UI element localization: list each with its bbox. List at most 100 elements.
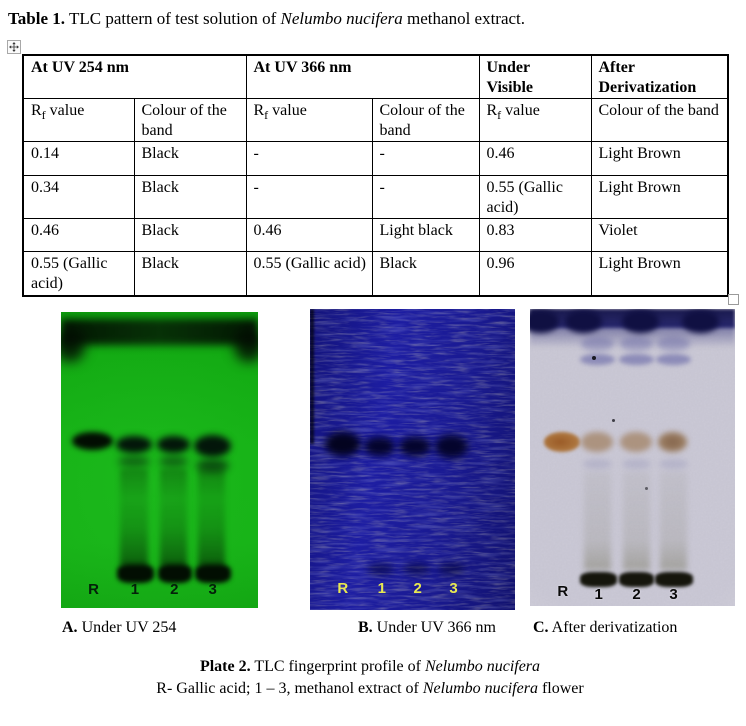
table-cell: Black — [371, 251, 480, 296]
table-cell: Black — [133, 141, 247, 176]
plate-c-image: R 1 2 3 — [530, 309, 735, 606]
tlc-band — [659, 458, 688, 470]
figure-caption: Plate 2. TLC fingerprint profile of Nelu… — [0, 656, 740, 700]
table-cell: 0.14 — [22, 141, 135, 176]
table-row: 0.55 (Gallic acid) Black 0.55 (Gallic ac… — [22, 251, 729, 296]
table-cell: Black — [133, 175, 247, 219]
tlc-spot-2 — [156, 436, 191, 453]
caption-plate-b: B. Under UV 366 nm — [358, 619, 496, 636]
tlc-results-table: At UV 254 nm At UV 366 nm Under Visible … — [22, 54, 729, 297]
origin-smudge — [438, 563, 465, 576]
caption-plate-c: C. After derivatization — [533, 619, 678, 636]
table-row: 0.34 Black - - 0.55 (Gallic acid) Light … — [22, 175, 729, 219]
table-cell: - — [371, 141, 480, 176]
table-cell: - — [245, 175, 373, 219]
lane-label-3: 3 — [449, 579, 458, 597]
tlc-band — [530, 310, 559, 333]
tlc-spot-2 — [620, 432, 652, 452]
table-cell: 0.46 — [478, 141, 592, 176]
table-move-handle[interactable] — [7, 40, 21, 54]
lane-label-r: R — [88, 580, 99, 598]
tlc-spot-r — [71, 431, 114, 450]
header-under-visible: Under Visible — [478, 54, 592, 99]
lane-streak — [197, 468, 226, 567]
table-cell: Light Brown — [590, 251, 729, 296]
tlc-band — [195, 458, 230, 472]
gallic-acid-spot-r — [544, 432, 581, 452]
table-row: 0.46 Black 0.46 Light black 0.83 Violet — [22, 218, 729, 252]
subheader-rf-value: Rf value — [478, 98, 592, 142]
table-cell: 0.55 (Gallic acid) — [478, 175, 592, 219]
table-cell: - — [245, 141, 373, 176]
origin-band — [194, 563, 232, 583]
table-cell: Light black — [371, 218, 480, 252]
origin-band — [157, 563, 192, 583]
lane-streak — [159, 468, 188, 567]
table-title: Table 1. TLC pattern of test solution of… — [8, 9, 526, 28]
lane-label-2: 2 — [413, 579, 422, 597]
lane-label-r: R — [337, 579, 349, 597]
table-resize-handle[interactable] — [728, 294, 739, 305]
lane-label-2: 2 — [632, 586, 641, 604]
header-after-derivatization: After Derivatization — [590, 54, 729, 99]
plate-a-image: R 1 2 3 — [61, 312, 258, 608]
table-cell: 0.55 (Gallic acid) — [245, 251, 373, 296]
lane-label-1: 1 — [594, 586, 603, 604]
photo-edge-shadow — [310, 309, 314, 445]
species-name: Nelumbo nucifera — [422, 680, 538, 697]
table-cell: 0.96 — [478, 251, 592, 296]
photo-noise-texture — [310, 309, 515, 610]
tlc-band — [656, 353, 691, 365]
table-group-header-row: At UV 254 nm At UV 366 nm Under Visible … — [22, 54, 729, 99]
figure-caption-line2: R- Gallic acid; 1 – 3, methanol extract … — [156, 680, 584, 697]
subheader-colour: Colour of the band — [371, 98, 480, 142]
table-cell: 0.46 — [22, 218, 135, 252]
origin-smudge — [367, 563, 395, 576]
photo-shadow — [61, 329, 85, 363]
origin-band — [655, 571, 693, 587]
lane-streak — [120, 468, 148, 567]
table-row: 0.14 Black - - 0.46 Light Brown — [22, 141, 729, 176]
speck — [591, 355, 596, 360]
lane-label-3: 3 — [208, 580, 217, 598]
table-cell: 0.34 — [22, 175, 135, 219]
plate-b-image: R 1 2 3 — [310, 309, 515, 610]
tlc-band — [583, 458, 612, 470]
table-cell: 0.83 — [478, 218, 592, 252]
tlc-band — [158, 455, 189, 468]
tlc-band — [622, 458, 651, 470]
subheader-rf-value: Rf value — [22, 98, 135, 142]
origin-smudge — [403, 563, 430, 576]
tlc-spot-1 — [581, 432, 614, 452]
tlc-spot-3 — [658, 432, 687, 452]
photo-shadow — [234, 329, 258, 363]
tlc-band — [564, 310, 602, 333]
tlc-spot-2 — [399, 436, 431, 457]
tlc-band — [580, 353, 616, 365]
table-cell: Violet — [590, 218, 729, 252]
origin-band — [117, 563, 154, 583]
table-cell: - — [371, 175, 480, 219]
table-cell: 0.46 — [245, 218, 373, 252]
origin-band — [619, 571, 655, 587]
tlc-spot-3 — [435, 435, 468, 458]
header-uv366: At UV 366 nm — [245, 54, 480, 99]
subheader-colour: Colour of the band — [590, 98, 729, 142]
tlc-spot-1 — [364, 436, 396, 457]
tlc-spot-1 — [116, 436, 152, 453]
speck — [612, 418, 615, 422]
table-cell: Black — [133, 251, 247, 296]
subheader-colour: Colour of the band — [133, 98, 247, 142]
table-cell: Black — [133, 218, 247, 252]
solvent-front-band — [61, 319, 258, 345]
speck — [644, 487, 648, 491]
subheader-rf-value: Rf value — [245, 98, 373, 142]
caption-plate-a: A. Under UV 254 — [62, 619, 177, 636]
lane-streak — [660, 472, 687, 571]
species-name: Nelumbo nucifera — [280, 9, 403, 28]
header-uv254: At UV 254 nm — [22, 54, 247, 99]
origin-band — [580, 571, 618, 587]
species-name: Nelumbo nucifera — [424, 658, 541, 675]
tlc-band — [118, 455, 150, 468]
